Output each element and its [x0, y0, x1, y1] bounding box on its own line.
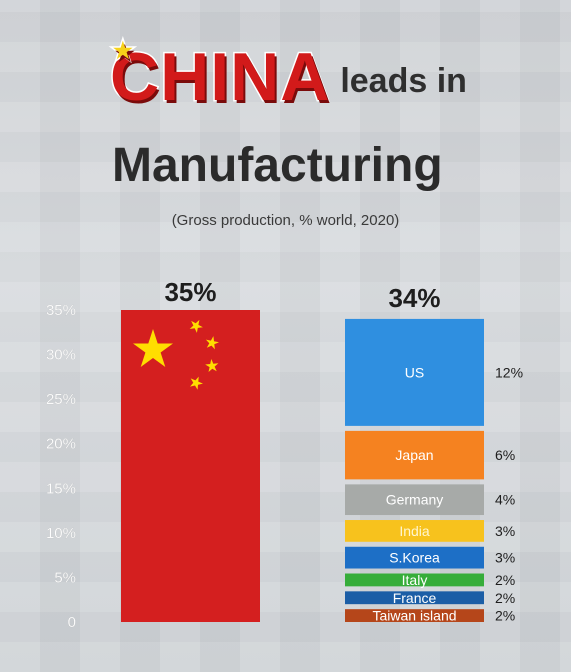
bar-others-total-label: 34%: [388, 283, 440, 313]
title-china-text: CHINA: [108, 38, 331, 117]
segment-value-us: 12%: [495, 364, 523, 380]
bar-china: [121, 310, 260, 622]
bar-segment-us: [345, 318, 484, 426]
bar-segment-japan: [345, 430, 484, 480]
segment-value-japan: 6%: [495, 447, 515, 463]
segment-value-taiwan: 2%: [495, 608, 515, 624]
y-tick-label: 5%: [54, 569, 76, 586]
bar-segment-italy: [345, 573, 484, 587]
segment-label-us: US: [405, 364, 424, 380]
flag-star-icon: ★: [112, 38, 135, 63]
segment-value-germany: 4%: [495, 492, 515, 508]
title-leads-in: leads in: [340, 62, 467, 100]
y-tick-label: 30%: [46, 347, 76, 364]
segment-label-japan: Japan: [395, 447, 433, 463]
title-line-1: ★ CHINA leads in: [108, 38, 467, 117]
subtitle: (Gross production, % world, 2020): [171, 212, 400, 229]
segment-label-france: France: [393, 590, 437, 606]
y-tick-label: 10%: [46, 525, 76, 542]
flag-big-star-icon: [133, 329, 173, 367]
y-tick-label: 20%: [46, 436, 76, 453]
bar-segment-france: [345, 591, 484, 605]
segment-value-skorea: 3%: [495, 550, 515, 566]
segment-label-india: India: [399, 523, 430, 539]
segment-label-taiwan: Taiwan island: [372, 608, 456, 624]
segment-label-germany: Germany: [386, 492, 444, 508]
bar-segment-india: [345, 520, 484, 542]
y-tick-label: 0: [68, 614, 76, 631]
flag-small-star-icon: [205, 336, 219, 350]
segment-value-italy: 2%: [495, 572, 515, 588]
segment-label-italy: Italy: [402, 572, 428, 588]
flag-small-star-icon: [190, 376, 203, 390]
segment-value-india: 3%: [495, 523, 515, 539]
bar-segment-germany: [345, 484, 484, 516]
flag-small-star-icon: [205, 359, 219, 372]
bar-segment-skorea: [345, 546, 484, 569]
y-tick-label: 35%: [46, 302, 76, 319]
segment-value-france: 2%: [495, 590, 515, 606]
bar-china-total-label: 35%: [164, 277, 216, 307]
y-tick-label: 15%: [46, 480, 76, 497]
title-china: ★ CHINA: [108, 38, 331, 117]
y-tick-label: 25%: [46, 391, 76, 408]
bar-segment-taiwan: [345, 609, 484, 622]
flag-small-star-icon: [189, 319, 203, 333]
title-line-2: Manufacturing: [112, 139, 443, 192]
segment-label-skorea: S.Korea: [389, 550, 440, 566]
